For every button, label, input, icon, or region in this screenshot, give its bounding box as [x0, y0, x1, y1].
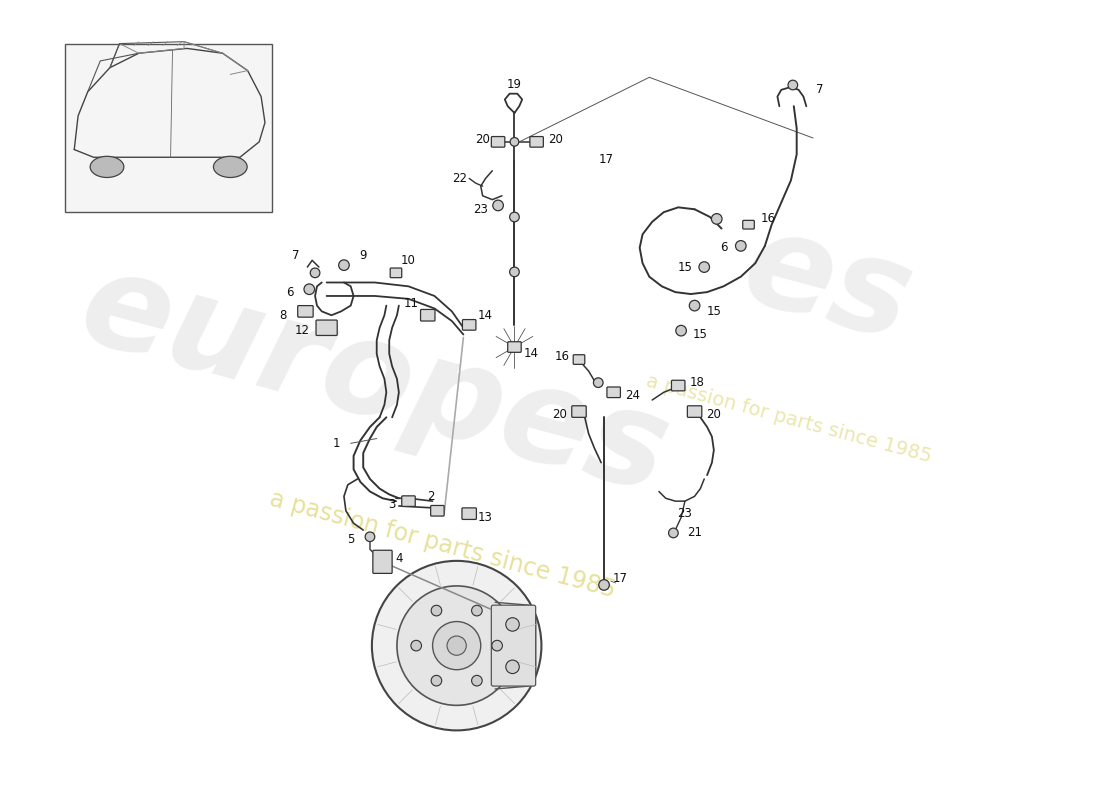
Circle shape	[493, 200, 504, 210]
FancyBboxPatch shape	[530, 137, 543, 147]
Text: 24: 24	[626, 389, 640, 402]
Text: 20: 20	[475, 134, 491, 146]
Circle shape	[472, 606, 482, 616]
Circle shape	[506, 660, 519, 674]
Text: 7: 7	[292, 249, 299, 262]
Text: 23: 23	[678, 507, 692, 520]
Circle shape	[736, 241, 746, 251]
Circle shape	[372, 561, 541, 730]
Text: europes: europes	[68, 242, 682, 520]
Circle shape	[593, 378, 603, 387]
FancyBboxPatch shape	[742, 220, 755, 229]
Text: es: es	[730, 202, 925, 367]
Ellipse shape	[90, 156, 124, 178]
Text: 12: 12	[295, 324, 310, 337]
Text: 22: 22	[452, 172, 468, 185]
Text: 20: 20	[552, 408, 568, 421]
Text: a passion for parts since 1985: a passion for parts since 1985	[266, 486, 618, 602]
Circle shape	[509, 267, 519, 277]
Text: 15: 15	[693, 328, 707, 341]
FancyBboxPatch shape	[402, 496, 415, 506]
Text: 11: 11	[404, 297, 419, 310]
FancyBboxPatch shape	[607, 387, 620, 398]
FancyBboxPatch shape	[420, 310, 434, 321]
Text: 15: 15	[706, 305, 722, 318]
Text: 2: 2	[427, 490, 434, 503]
Circle shape	[509, 212, 519, 222]
Circle shape	[432, 622, 481, 670]
FancyBboxPatch shape	[390, 268, 402, 278]
Text: 1: 1	[332, 437, 340, 450]
Text: 20: 20	[549, 134, 563, 146]
Text: 5: 5	[346, 533, 354, 546]
FancyBboxPatch shape	[572, 406, 586, 418]
Circle shape	[397, 586, 516, 706]
Text: 3: 3	[388, 498, 396, 510]
Circle shape	[304, 284, 315, 294]
Text: 16: 16	[556, 350, 570, 363]
FancyBboxPatch shape	[462, 508, 476, 519]
Text: a passion for parts since 1985: a passion for parts since 1985	[645, 372, 934, 466]
Text: 20: 20	[706, 408, 722, 421]
FancyBboxPatch shape	[316, 320, 338, 335]
Circle shape	[690, 300, 700, 311]
Circle shape	[712, 214, 722, 224]
FancyBboxPatch shape	[298, 306, 314, 317]
Circle shape	[472, 675, 482, 686]
Text: 6: 6	[286, 286, 294, 298]
FancyBboxPatch shape	[573, 354, 585, 364]
Circle shape	[506, 618, 519, 631]
Circle shape	[492, 640, 503, 651]
Ellipse shape	[213, 156, 248, 178]
Text: 10: 10	[402, 254, 416, 267]
Circle shape	[339, 260, 350, 270]
Circle shape	[431, 606, 442, 616]
Text: 15: 15	[678, 261, 692, 274]
FancyBboxPatch shape	[431, 506, 444, 516]
Bar	[65, 43, 272, 212]
FancyBboxPatch shape	[492, 137, 505, 147]
Text: 14: 14	[478, 309, 493, 322]
FancyBboxPatch shape	[462, 319, 476, 330]
Text: 9: 9	[360, 249, 367, 262]
Circle shape	[310, 268, 320, 278]
Circle shape	[788, 80, 798, 90]
Text: 8: 8	[279, 309, 287, 322]
Text: 16: 16	[760, 213, 775, 226]
Circle shape	[411, 640, 421, 651]
FancyBboxPatch shape	[508, 342, 521, 352]
Text: 21: 21	[688, 526, 702, 539]
Circle shape	[431, 675, 442, 686]
Text: 7: 7	[816, 83, 824, 96]
Circle shape	[669, 528, 679, 538]
Text: 19: 19	[507, 78, 522, 90]
Text: 17: 17	[598, 153, 614, 166]
Text: 13: 13	[478, 511, 493, 524]
FancyBboxPatch shape	[688, 406, 702, 418]
Circle shape	[447, 636, 466, 655]
Text: 4: 4	[395, 553, 403, 566]
FancyBboxPatch shape	[373, 550, 392, 574]
Text: 6: 6	[719, 242, 727, 254]
Text: 23: 23	[473, 202, 488, 216]
Circle shape	[598, 580, 609, 590]
Text: 14: 14	[524, 347, 538, 360]
Circle shape	[675, 326, 686, 336]
Circle shape	[510, 138, 519, 146]
Text: 17: 17	[613, 572, 628, 585]
Text: 18: 18	[690, 376, 705, 389]
FancyBboxPatch shape	[671, 380, 685, 391]
FancyBboxPatch shape	[492, 605, 536, 686]
Circle shape	[698, 262, 710, 272]
Circle shape	[365, 532, 375, 542]
